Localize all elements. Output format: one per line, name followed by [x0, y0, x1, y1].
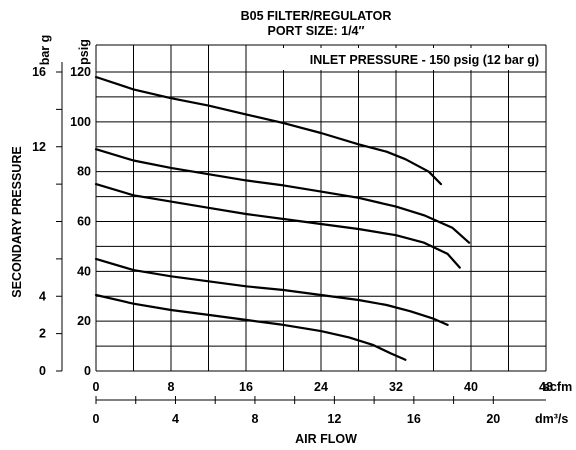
series-curve-4	[94, 257, 449, 326]
y-tick-label-psig: 80	[77, 165, 91, 179]
series-curve-5	[94, 293, 407, 361]
x-axis-label: AIR FLOW	[295, 432, 357, 446]
y-tick-label-barg: 12	[32, 140, 46, 154]
x-tick-label-dm3s: 12	[327, 412, 341, 426]
y-tick-label-psig: 40	[77, 264, 91, 278]
y-unit-barg: bar g	[38, 35, 52, 66]
x-tick-label-dm3s: 4	[172, 412, 179, 426]
x-tick-label-dm3s: 8	[251, 412, 258, 426]
chart-title: B05 FILTER/REGULATOR	[241, 9, 392, 23]
y-tick-label-barg: 2	[39, 327, 46, 341]
y-tick-label-psig: 20	[77, 314, 91, 328]
x-unit-dm3s: dm³/s	[535, 412, 568, 426]
series-curve-3	[94, 183, 461, 269]
x-tick-label-dm3s: 16	[407, 412, 421, 426]
y-tick-label-psig: 60	[77, 215, 91, 229]
y-tick-label-psig: 100	[70, 115, 91, 129]
y-tick-label-barg: 0	[39, 364, 46, 378]
tick-labels: 0 8 16 24 32 40 480 4 8 12 16 200204060801001200241…	[32, 65, 553, 426]
chart-subtitle: PORT SIZE: 1/4″	[268, 24, 365, 38]
annotation-box	[276, 48, 544, 70]
series-curve-1	[94, 75, 443, 186]
y-tick-label-psig: 0	[84, 364, 91, 378]
x-tick-label-scfm: 48	[539, 380, 553, 394]
series-curve-2	[94, 148, 471, 244]
series-curves	[94, 75, 471, 361]
x-unit-scfm: scfm	[543, 380, 572, 394]
y-unit-psig: psig	[77, 39, 91, 65]
inlet-pressure-annotation: INLET PRESSURE - 150 psig (12 bar g)	[310, 53, 539, 67]
x-tick-label-scfm: 8	[168, 380, 175, 394]
x-tick-label-scfm: 16	[239, 380, 253, 394]
y-tick-label-barg: 4	[39, 289, 46, 303]
x-tick-label-dm3s: 0	[93, 412, 100, 426]
x-tick-label-scfm: 0	[93, 380, 100, 394]
x-tick-label-scfm: 40	[464, 380, 478, 394]
x-tick-label-scfm: 32	[389, 380, 403, 394]
y-tick-label-barg: 16	[32, 65, 46, 79]
x-tick-label-dm3s: 20	[486, 412, 500, 426]
grid	[56, 44, 547, 404]
y-axis-label: SECONDARY PRESSURE	[10, 146, 24, 297]
x-tick-label-scfm: 24	[314, 380, 328, 394]
y-tick-label-psig: 120	[70, 65, 91, 79]
